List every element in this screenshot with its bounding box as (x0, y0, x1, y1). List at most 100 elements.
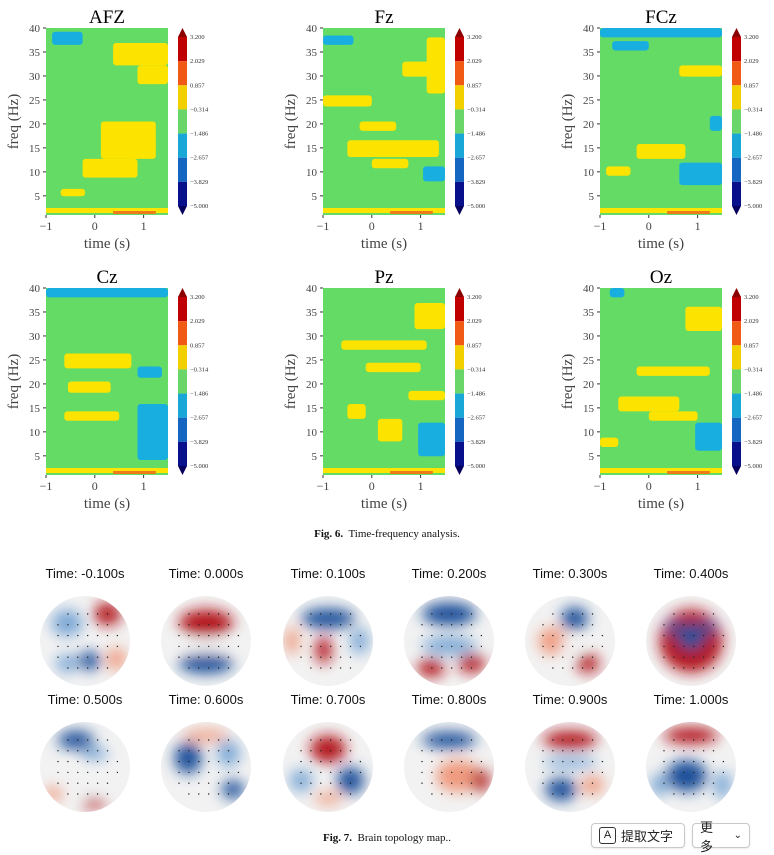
colorbar-segment (455, 297, 464, 322)
electrode-dot (310, 782, 312, 784)
electrode-dot (712, 624, 715, 626)
electrode-dot (208, 750, 210, 752)
colorbar-level-label: 0.857 (190, 342, 205, 349)
electrode-dot (217, 645, 220, 648)
topomap-e (525, 596, 615, 686)
electrode-dot (188, 667, 190, 669)
topomap-time-label: Time: 0.000s (168, 566, 244, 581)
tf-region (64, 353, 132, 369)
tf-region (60, 188, 86, 197)
colorbar-segment (732, 181, 741, 206)
colorbar-segment (178, 133, 187, 158)
electrode-dot (460, 793, 463, 795)
electrode-dot (217, 760, 220, 763)
electrode-dot (663, 750, 665, 752)
electrode-dot (359, 634, 362, 637)
electrode-dot (208, 739, 210, 741)
tf-region (323, 95, 372, 107)
electrode-dot (451, 634, 453, 637)
topomap-time-label: Time: -0.100s (45, 566, 125, 581)
colorbar-segment (732, 297, 741, 322)
tf-region (606, 166, 631, 176)
colorbar-level-label: −1.486 (744, 391, 763, 398)
electrode-dot (673, 739, 675, 741)
colorbar-top-arrow (178, 288, 187, 297)
electrode-dot (572, 771, 574, 774)
topomap-l (646, 722, 736, 812)
topomap-c (283, 596, 373, 686)
electrode-dot (591, 771, 594, 774)
electrode-dot (349, 624, 352, 626)
topomap-i (283, 722, 373, 812)
tf-ytick-label: 35 (583, 307, 595, 319)
electrode-dot (310, 634, 312, 637)
electrode-dot (57, 656, 59, 658)
topomap-activation-blob (183, 730, 229, 741)
electrode-dot (441, 634, 443, 637)
electrode-dot (421, 656, 423, 658)
tf-ytick-label: 30 (29, 331, 41, 343)
tf-title: FCz (645, 7, 677, 28)
electrode-dot (217, 667, 220, 669)
extract-text-button[interactable]: A 提取文字 (591, 823, 685, 848)
electrode-dot (693, 739, 695, 741)
electrode-dot (320, 750, 322, 752)
electrode-dot (601, 645, 604, 648)
electrode-dot (460, 656, 463, 658)
tf-ytick-label: 35 (29, 307, 41, 319)
electrode-dot (552, 656, 554, 658)
tf-ytick-label: 5 (312, 451, 318, 463)
electrode-dot (712, 760, 715, 763)
electrode-dot (96, 645, 99, 648)
electrode-dot (96, 634, 99, 637)
more-button[interactable]: 更多 ⌄ (692, 821, 750, 855)
tf-region (371, 158, 409, 169)
tf-ytick-label: 5 (312, 191, 318, 203)
electrode-dot (227, 667, 230, 669)
more-label: 更多 (700, 820, 714, 855)
topomap-activation-blob (44, 787, 63, 801)
electrode-dot (217, 634, 220, 637)
electrode-dot (106, 771, 109, 774)
tf-ytick-label: 5 (589, 451, 595, 463)
electrode-dot (57, 760, 59, 763)
electrode-dot (67, 667, 69, 669)
electrode-dot (552, 782, 554, 784)
tf-ytick-label: 10 (306, 167, 318, 179)
topomap-activation-blob (458, 654, 485, 673)
electrode-dot (572, 656, 574, 658)
electrode-dot (712, 613, 715, 615)
electrode-dot (96, 793, 99, 795)
electrode-dot (67, 645, 69, 648)
electrode-dot (451, 750, 453, 752)
electrode-dot (693, 782, 695, 784)
electrode-dot (106, 613, 109, 615)
electrode-dot (421, 645, 423, 648)
electrode-dot (542, 782, 544, 784)
colorbar-level-label: −1.486 (467, 391, 486, 398)
tf-xtick-label: 1 (141, 479, 147, 493)
electrode-dot (441, 782, 443, 784)
electrode-dot (470, 739, 473, 741)
topomap-a (40, 596, 130, 686)
electrode-dot (300, 634, 302, 637)
electrode-dot (702, 750, 705, 752)
tf-region (418, 422, 445, 457)
electrode-dot (591, 739, 594, 741)
tf-ytick-label: 30 (583, 331, 595, 343)
electrode-dot (431, 624, 433, 626)
tf-ylabel: freq (Hz) (283, 94, 299, 149)
colorbar-level-label: 3.200 (467, 294, 482, 301)
electrode-dot (591, 613, 594, 615)
colorbar-level-label: −3.829 (190, 179, 208, 186)
electrode-dot (470, 760, 473, 763)
electrode-dot (217, 782, 220, 784)
tf-xtick-label: 0 (646, 219, 652, 233)
electrode-dot (693, 760, 695, 763)
electrode-dot (87, 782, 89, 784)
electrode-dot (320, 624, 322, 626)
tf-xtick-label: 1 (141, 219, 147, 233)
electrode-dot (330, 645, 332, 648)
tf-low-band-peak (667, 471, 710, 474)
electrode-dot (330, 793, 332, 795)
